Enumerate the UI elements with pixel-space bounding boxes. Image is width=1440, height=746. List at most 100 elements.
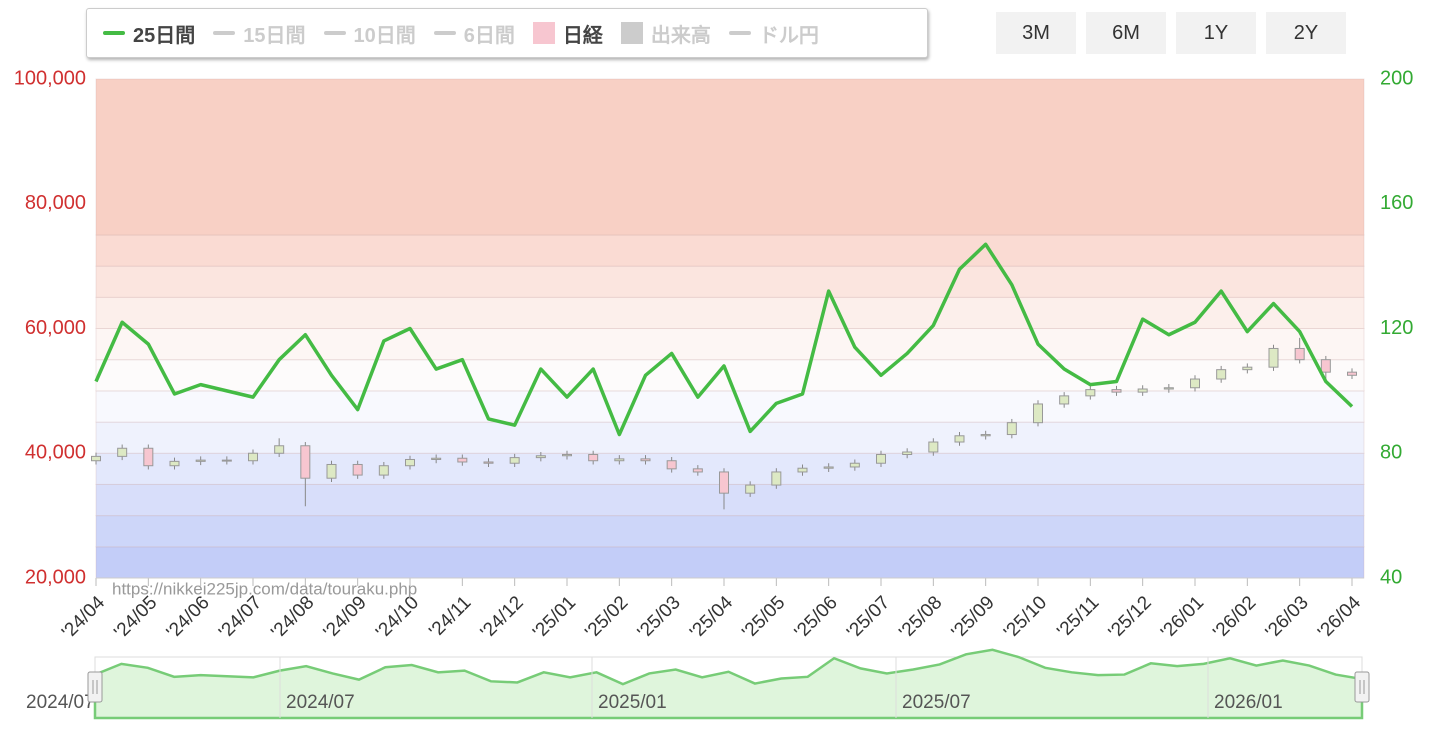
- x-tick-label: '26/01: [1157, 592, 1208, 643]
- y2-tick-label: 200: [1380, 67, 1413, 89]
- zone-band: [95, 546, 1365, 579]
- zone-band: [95, 390, 1365, 423]
- candle: [352, 460, 363, 479]
- candle: [1033, 400, 1043, 427]
- handle-grip: [87, 671, 103, 703]
- candle-body: [640, 458, 651, 462]
- candle-body: [378, 465, 389, 476]
- x-tick-label: '24/12: [477, 592, 528, 643]
- x-tick-label: '25/01: [529, 592, 580, 643]
- candle: [876, 450, 886, 467]
- candle: [614, 455, 625, 465]
- range-button[interactable]: 1Y: [1176, 12, 1256, 54]
- x-tick-label: '24/11: [425, 592, 475, 642]
- legend-label: ドル円: [758, 24, 819, 47]
- navigator-label: 2024/07: [286, 692, 355, 713]
- candle-body: [1006, 422, 1017, 436]
- legend-item[interactable]: 10日間: [323, 19, 416, 48]
- candle-body: [1111, 389, 1122, 393]
- candle: [405, 455, 415, 470]
- zone-band: [95, 359, 1365, 392]
- zone-band: [95, 296, 1365, 329]
- handle-grip: [1354, 671, 1370, 703]
- candle: [378, 461, 389, 479]
- x-tick-label: '24/06: [163, 592, 214, 643]
- candle: [509, 453, 520, 467]
- x-tick-label: '26/03: [1262, 592, 1313, 643]
- navigator-label: 2025/01: [598, 692, 667, 713]
- legend-item[interactable]: 6日間: [433, 19, 515, 48]
- candle-body: [1190, 378, 1200, 389]
- zone-band: [95, 234, 1365, 267]
- candle: [326, 460, 337, 482]
- candle: [1216, 365, 1227, 383]
- candle: [1059, 392, 1070, 408]
- legend: 25日間 15日間 10日間 6日間 日経 出来高 ドル円: [86, 8, 928, 58]
- range-button[interactable]: 3M: [996, 12, 1076, 54]
- candle-body: [1033, 403, 1043, 424]
- legend-symbol: [103, 31, 125, 35]
- x-tick-label: '25/07: [843, 592, 894, 643]
- navigator-label: 2026/01: [1214, 692, 1283, 713]
- range-button[interactable]: 6M: [1086, 12, 1166, 54]
- candle: [143, 444, 154, 470]
- zone-band: [95, 78, 1365, 236]
- legend-item[interactable]: 日経: [532, 19, 603, 48]
- legend-label: 6日間: [463, 24, 515, 47]
- legend-item[interactable]: 15日間: [213, 19, 306, 48]
- candle: [221, 456, 232, 465]
- candle-body: [1320, 359, 1331, 373]
- candle: [719, 468, 729, 510]
- ratio-line: [94, 242, 1354, 437]
- candle-body: [274, 445, 285, 454]
- zone-band: [95, 452, 1365, 485]
- candle-body: [195, 459, 206, 462]
- legend-symbol: [620, 22, 643, 44]
- candle: [1268, 344, 1279, 371]
- candle-body: [614, 458, 625, 462]
- candle: [1085, 385, 1096, 400]
- candle: [797, 464, 808, 476]
- candle-body: [745, 484, 756, 494]
- zone-band: [95, 515, 1365, 548]
- navigator-handle[interactable]: [87, 671, 103, 703]
- navigator-mask: [0, 680, 86, 720]
- candle-body: [143, 447, 154, 467]
- candle-body: [1294, 347, 1305, 361]
- candle: [1163, 384, 1174, 393]
- candle: [823, 463, 834, 472]
- candle: [195, 456, 206, 466]
- candle: [745, 481, 756, 497]
- legend-symbol: [433, 31, 456, 35]
- y-tick-label: 20,000: [25, 566, 86, 588]
- legend-item[interactable]: 25日間: [103, 19, 195, 48]
- candle: [954, 432, 965, 446]
- candle-body: [849, 462, 860, 468]
- y-tick-label: 40,000: [25, 442, 86, 464]
- candle: [588, 450, 599, 465]
- candle: [91, 452, 101, 465]
- navigator-handle[interactable]: [1354, 671, 1370, 703]
- y-tick-label: 100,000: [14, 67, 86, 89]
- zone-band: [95, 328, 1365, 361]
- zone-band: [95, 421, 1365, 454]
- candle-body: [1242, 366, 1253, 371]
- candle-body: [431, 457, 442, 460]
- candle: [771, 468, 782, 489]
- candle-body: [562, 453, 572, 457]
- x-tick-label: '24/09: [320, 592, 371, 643]
- candle-body: [535, 455, 546, 459]
- candle: [562, 450, 572, 460]
- candle-body: [692, 468, 703, 473]
- candle-body: [928, 441, 939, 453]
- candle-body: [91, 455, 101, 462]
- legend-item[interactable]: 出来高: [620, 19, 711, 48]
- legend-label: 出来高: [650, 24, 711, 47]
- candle-body: [954, 435, 965, 443]
- range-button[interactable]: 2Y: [1266, 12, 1346, 54]
- candle: [483, 458, 494, 467]
- candle: [1294, 337, 1305, 364]
- legend-label: 25日間: [133, 24, 196, 47]
- legend-item[interactable]: ドル円: [728, 19, 819, 48]
- candle: [1137, 385, 1148, 396]
